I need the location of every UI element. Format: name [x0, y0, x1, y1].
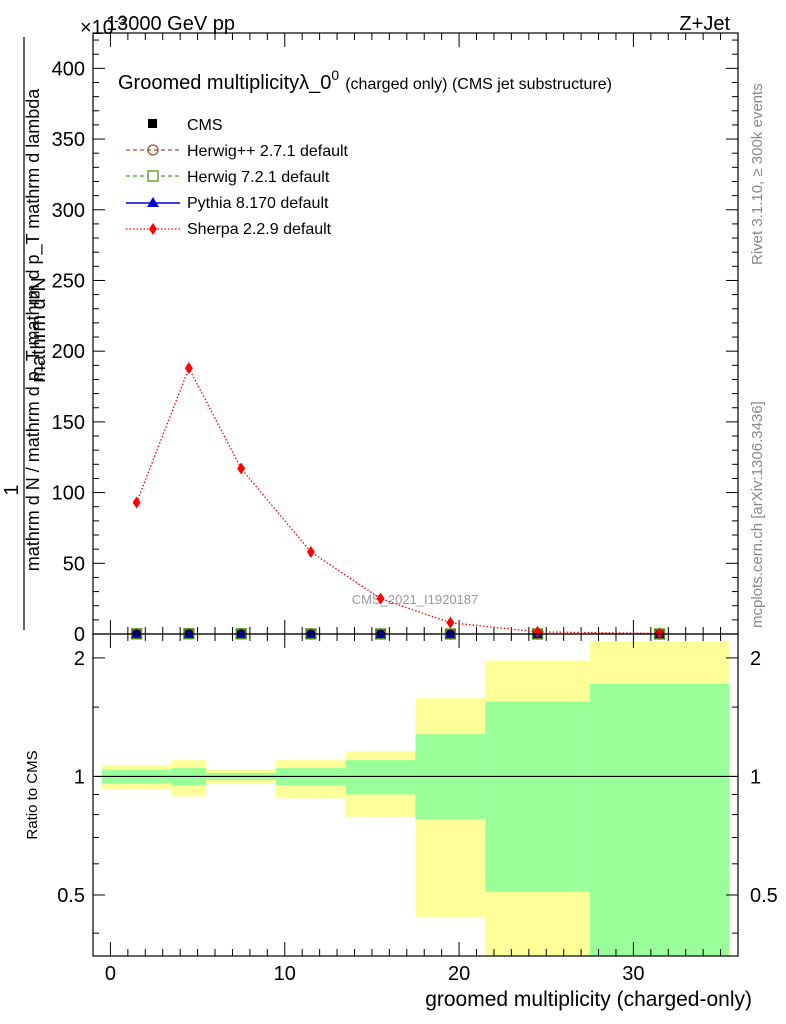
ylabel-denominator: mathrm d N / mathrm d p_T mathrm d p_T m…: [23, 88, 44, 571]
legend-item-sherpa: Sherpa 2.2.9 default: [126, 221, 332, 238]
xlabel: groomed multiplicity (charged-only): [425, 988, 752, 1011]
main-y-tick-label: 100: [52, 483, 85, 505]
ratio-x-tick-label: 10: [274, 963, 296, 985]
legend-label-pythia: Pythia 8.170 default: [187, 195, 329, 212]
main-y-ticks: 0 50 100 150 200 250 300 350 400: [52, 39, 738, 646]
ratio-y-tick-label-right: 2: [750, 648, 761, 670]
point-sherpa-5: [446, 616, 455, 629]
legend: CMS Herwig++ 2.7.1 default Herwig 7.2.1 …: [126, 117, 349, 238]
ratio-x-tick-label: 20: [448, 963, 470, 985]
ylabel-numerator: mathrm d²N: [28, 277, 50, 383]
legend-marker-pythia: [147, 197, 159, 207]
ratio-y-tick-label: 2: [74, 648, 85, 670]
main-y-tick-label: 300: [52, 200, 85, 222]
point-sherpa-3: [306, 545, 315, 558]
analysis-watermark: CMS_2021_I1920187: [352, 592, 479, 607]
ratio-y-tick-label-right: 1: [750, 766, 761, 788]
legend-item-pythia: Pythia 8.170 default: [126, 195, 329, 212]
legend-item-herwigpp: Herwig++ 2.7.1 default: [126, 143, 349, 160]
ratio-x-ticks: 0 10 20 30: [92, 634, 722, 985]
point-sherpa-2: [237, 462, 246, 475]
legend-item-cms: CMS: [148, 117, 223, 134]
point-sherpa-0: [132, 496, 141, 509]
ratio-x-tick-label: 30: [622, 963, 644, 985]
ratio-x-tick-label: 0: [105, 963, 116, 985]
ratio-bands: [101, 641, 730, 956]
header-right: Z+Jet: [679, 13, 730, 35]
point-sherpa-6: [533, 625, 542, 638]
rivet-label: Rivet 3.1.10, ≥ 300k events: [749, 83, 766, 265]
ratio-stat-band-4: [345, 760, 416, 795]
ratio-panel: 0.5 0.5 1 1 2 2 0 10 20 30 Ratio to CMS groomed …: [24, 633, 778, 1011]
main-panel: Groomed multiplicityλ_00(charged only) (…: [1, 32, 739, 646]
mcplots-label: mcplots.cern.ch [arXiv:1306.3436]: [749, 401, 766, 628]
legend-marker-herwigpp: [147, 144, 159, 156]
legend-marker-cms: [148, 119, 157, 128]
header-left: 13000 GeV pp: [106, 13, 235, 35]
point-pythia-1: [183, 628, 194, 638]
main-title: Groomed multiplicityλ_00(charged only) (…: [118, 67, 612, 94]
legend-label-sherpa: Sherpa 2.2.9 default: [187, 221, 332, 238]
ratio-y-tick-label: 1: [74, 766, 85, 788]
point-pythia-0: [131, 628, 142, 638]
main-y-tick-label: 250: [52, 270, 85, 292]
main-y-tick-label: 200: [52, 341, 85, 363]
ratio-y-tick-label-right: 0.5: [750, 885, 778, 907]
ratio-frame: [92, 633, 739, 957]
legend-item-herwig7: Herwig 7.2.1 default: [126, 169, 330, 186]
legend-label-cms: CMS: [187, 117, 223, 134]
legend-label-herwig7: Herwig 7.2.1 default: [187, 169, 330, 186]
main-y-tick-label: 50: [63, 553, 85, 575]
main-y-tick-label: 0: [74, 624, 85, 646]
main-y-tick-label: 150: [52, 412, 85, 434]
main-x-ticks: [92, 33, 722, 634]
point-sherpa-1: [184, 362, 193, 375]
ratio-ylabel: Ratio to CMS: [24, 750, 41, 839]
point-pythia-2: [236, 628, 247, 638]
ratio-stat-band-7: [589, 683, 730, 956]
point-sherpa-4: [376, 592, 385, 605]
main-y-tick-label: 400: [52, 58, 85, 80]
legend-marker-sherpa: [149, 223, 157, 235]
ratio-y-tick-label: 0.5: [57, 885, 85, 907]
ratio-y-ticks: 0.5 0.5 1 1 2 2: [57, 648, 778, 934]
legend-label-herwigpp: Herwig++ 2.7.1 default: [187, 143, 349, 160]
ratio-stat-band-6: [485, 701, 590, 892]
legend-marker-herwig7: [147, 170, 159, 182]
ylabel-one: 1: [1, 484, 23, 495]
main-y-tick-label: 350: [52, 129, 85, 151]
